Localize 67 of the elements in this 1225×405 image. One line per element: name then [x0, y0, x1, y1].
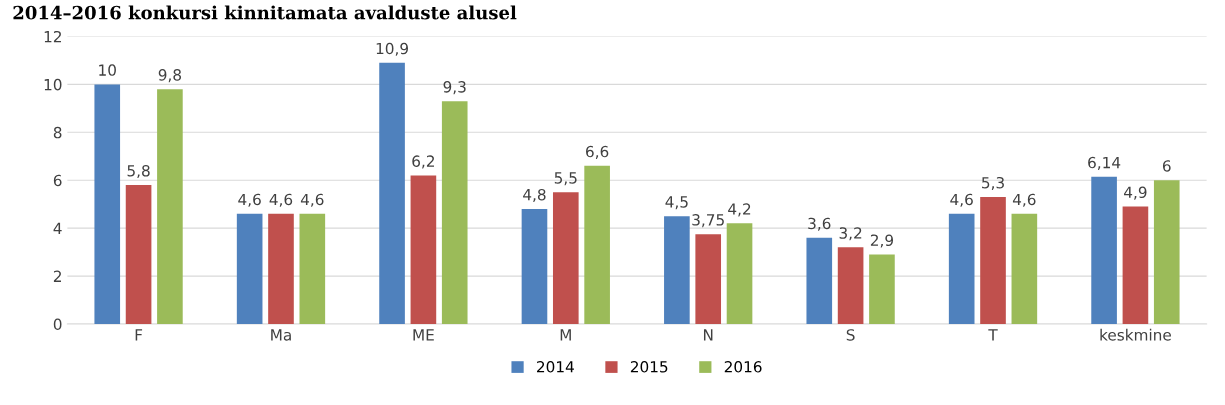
data-label: 5,5 [554, 172, 577, 186]
bar [441, 101, 468, 324]
data-label: 3,6 [808, 217, 831, 231]
data-label: 6,2 [412, 155, 435, 169]
y-tick-label: 0 [53, 318, 62, 331]
data-label: 4,8 [523, 188, 546, 203]
y-tick-label: 2 [53, 270, 61, 282]
y-tick-label: 4 [53, 222, 62, 234]
x-tick-label: M [560, 329, 571, 341]
legend-label: 2014 [537, 361, 574, 373]
data-label: 4,9 [1124, 186, 1147, 200]
bar [379, 62, 405, 324]
data-label: 10 [99, 64, 116, 76]
bar [1011, 213, 1038, 324]
bar [236, 213, 263, 324]
data-label: 9,8 [158, 69, 182, 83]
data-label: 4,6 [238, 193, 261, 207]
x-tick-label: T [988, 329, 998, 341]
data-label: 6 [1162, 160, 1171, 172]
data-label: 4,6 [300, 193, 324, 207]
data-label: 5,8 [127, 164, 150, 179]
data-label: 4,6 [269, 193, 293, 207]
x-tick-label: Ma [271, 329, 291, 341]
data-label: 10,9 [376, 42, 408, 56]
bar [157, 89, 183, 324]
y-tick-label: 8 [53, 126, 62, 139]
data-label: 2,9 [870, 234, 894, 248]
bar [664, 216, 690, 324]
bar [1122, 206, 1149, 324]
y-tick-label: 10 [44, 78, 62, 91]
y-tick-label: 6 [53, 174, 62, 187]
data-label: 9,3 [443, 81, 466, 95]
y-tick-label: 12 [44, 30, 61, 43]
bar [299, 213, 326, 324]
bar [980, 197, 1006, 324]
x-tick-label: S [846, 329, 855, 341]
bar [552, 192, 579, 324]
bar [869, 254, 895, 324]
x-tick-label: N [703, 329, 713, 341]
data-label: 4,2 [728, 203, 751, 217]
bar [410, 175, 437, 324]
data-label: 4,6 [950, 193, 973, 207]
bar [94, 84, 121, 324]
data-label: 3,2 [839, 227, 862, 241]
x-tick-label: ME [413, 329, 434, 341]
bar [837, 247, 864, 324]
data-label: 4,6 [1012, 193, 1036, 207]
bar [521, 208, 548, 324]
data-label: 6,14 [1088, 156, 1121, 170]
bar [1091, 176, 1117, 324]
data-label: 3,75 [692, 214, 724, 228]
data-label: 4,5 [665, 196, 688, 210]
legend-label: 2015 [630, 361, 668, 373]
bar [125, 185, 152, 324]
x-tick-label: F [135, 329, 143, 341]
bar [584, 165, 610, 324]
bar [268, 213, 294, 324]
chart-title: 2014–2016 konkursi kinnitamata avalduste alusel [13, 5, 517, 20]
x-tick-label: keskmine [1100, 328, 1171, 341]
bar [695, 234, 722, 324]
bar [726, 223, 753, 324]
bar [1153, 180, 1180, 324]
data-label: 6,6 [586, 145, 609, 159]
data-label: 5,3 [982, 176, 1004, 191]
legend-label: 2016 [724, 361, 762, 373]
bar [806, 237, 833, 324]
bar [948, 213, 975, 324]
